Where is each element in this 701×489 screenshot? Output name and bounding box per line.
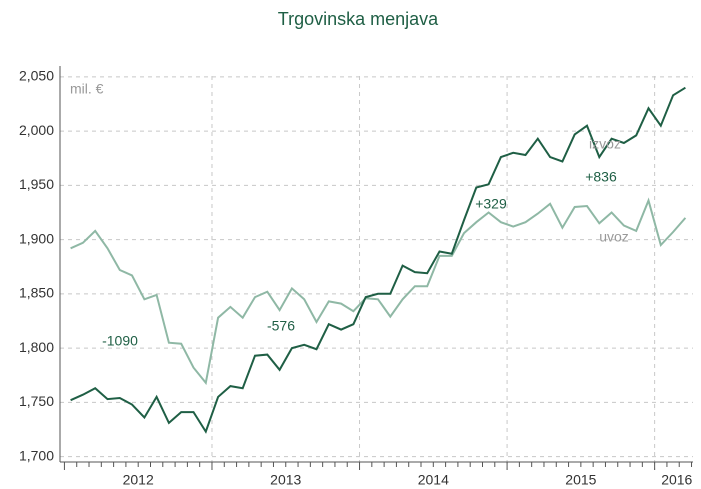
x-tick-label: 2016 xyxy=(661,472,692,488)
unit-label: mil. € xyxy=(70,81,104,97)
annotation: +836 xyxy=(585,169,617,185)
y-tick-label: 2,000 xyxy=(19,122,54,138)
y-tick-label: 2,050 xyxy=(19,68,54,84)
series-label: uvoz xyxy=(599,229,629,245)
y-tick-label: 1,700 xyxy=(19,447,54,463)
annotation: -576 xyxy=(267,318,295,334)
y-tick-label: 1,900 xyxy=(19,230,54,246)
y-tick-label: 1,850 xyxy=(19,285,54,301)
chart-title: Trgovinska menjava xyxy=(278,9,439,29)
y-tick-label: 1,800 xyxy=(19,339,54,355)
annotation: -1090 xyxy=(102,333,138,349)
x-tick-label: 2012 xyxy=(123,472,154,488)
y-tick-label: 1,950 xyxy=(19,176,54,192)
series-line xyxy=(70,86,686,434)
series-line xyxy=(70,197,687,386)
y-tick-label: 1,750 xyxy=(19,393,54,409)
series-label: izvoz xyxy=(589,136,621,152)
x-tick-label: 2015 xyxy=(565,472,596,488)
x-tick-label: 2014 xyxy=(418,472,449,488)
annotation: +329 xyxy=(475,196,507,212)
x-tick-label: 2013 xyxy=(270,472,301,488)
